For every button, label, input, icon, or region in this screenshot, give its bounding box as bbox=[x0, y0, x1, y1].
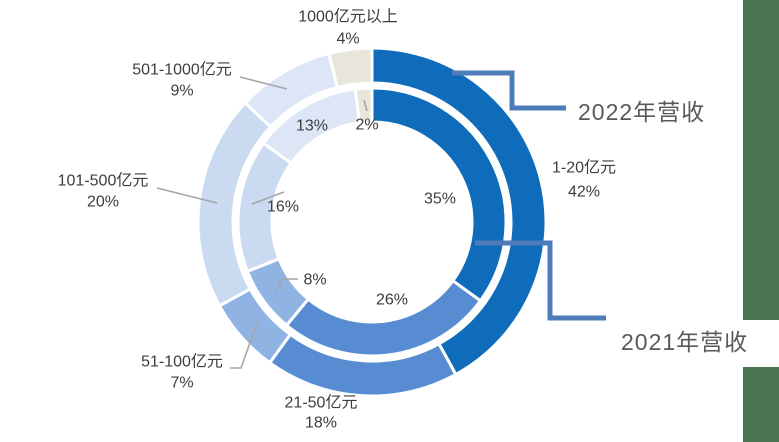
category-label-0: 1-20亿元 bbox=[552, 159, 616, 177]
category-label-3: 101-500亿元 bbox=[58, 172, 149, 190]
leader-line-1 bbox=[156, 187, 218, 204]
category-label-1: 21-50亿元 bbox=[285, 394, 358, 412]
category-label-2: 51-100亿元 bbox=[141, 353, 223, 371]
slice-inner-5 bbox=[353, 86, 374, 125]
inner-percent-label-0: 35% bbox=[424, 191, 456, 208]
outer-percent-label-0: 42% bbox=[568, 184, 600, 201]
leader-line-5 bbox=[363, 99, 368, 112]
category-label-4: 501-1000亿元 bbox=[132, 61, 232, 79]
callout-2022 bbox=[452, 70, 566, 111]
decor-bar-bottom bbox=[743, 367, 779, 442]
leader-line-0 bbox=[239, 76, 288, 90]
series-label-2021: 2021年营收 bbox=[621, 329, 749, 355]
inner-percent-label-2: 8% bbox=[303, 272, 326, 289]
outer-percent-label-4: 9% bbox=[170, 83, 193, 100]
outer-percent-label-3: 20% bbox=[87, 194, 119, 211]
inner-percent-label-1: 26% bbox=[376, 292, 408, 309]
outer-percent-label-1: 18% bbox=[305, 415, 337, 432]
category-label-5: 1000亿元以上 bbox=[298, 8, 398, 26]
leader-line-4 bbox=[251, 191, 285, 205]
outer-percent-label-2: 7% bbox=[170, 375, 193, 392]
leader-line-3 bbox=[275, 278, 298, 293]
inner-percent-label-5: 2% bbox=[355, 117, 378, 134]
leader-line-2 bbox=[230, 322, 258, 369]
decor-bar-top bbox=[743, 0, 779, 320]
series-label-2022: 2022年营收 bbox=[578, 99, 706, 125]
slice-outer-5 bbox=[327, 46, 374, 89]
inner-percent-label-3: 16% bbox=[267, 199, 299, 216]
callout-2021 bbox=[475, 240, 606, 321]
outer-percent-label-5: 4% bbox=[336, 31, 359, 48]
inner-percent-label-4: 13% bbox=[296, 118, 328, 135]
